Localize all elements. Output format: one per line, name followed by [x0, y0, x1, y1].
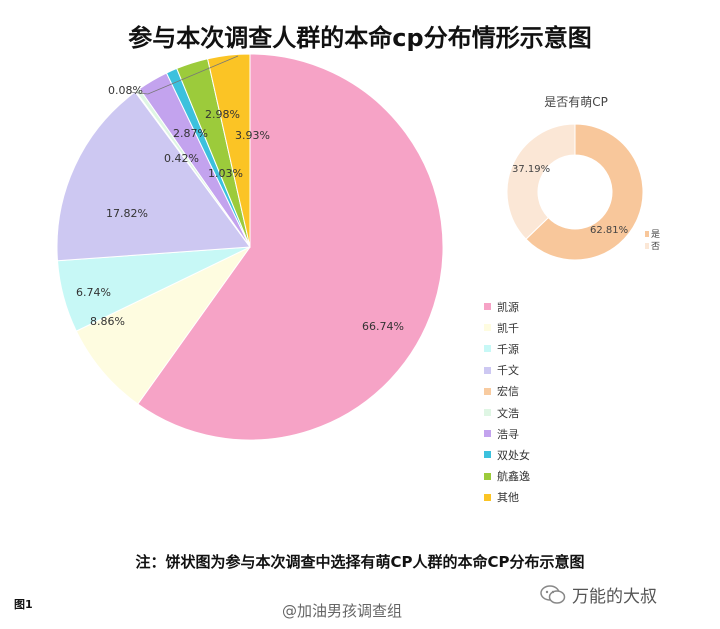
legend-item-2: 凯千 [484, 317, 530, 338]
legend-label: 千源 [497, 342, 519, 356]
legend-label: 凯千 [497, 321, 519, 335]
main-pie-chart: 66.74% 8.86% 6.74% 17.82% 0.08% 0.42% 2.87% 1.0… [56, 53, 444, 441]
figure-note: 注：饼状图为参与本次调查中选择有萌CP人群的本命CP分布示意图 [135, 553, 585, 571]
pie-slice-2 [75, 246, 251, 405]
legend-swatch [484, 451, 491, 459]
legend-label: 航鑫逸 [497, 470, 530, 484]
wechat-account-name: 万能的大叔 [572, 587, 657, 607]
weibo-watermark: @加油男孩调查组 [282, 602, 403, 620]
donut-label-2: 37.19% [512, 164, 550, 175]
legend-label: 宏信 [497, 385, 519, 399]
legend-label: 凯源 [497, 300, 519, 314]
legend-swatch [484, 472, 491, 480]
legend-swatch [484, 366, 491, 374]
legend-item-3: 千源 [484, 338, 530, 359]
pie-slice-4 [56, 91, 251, 262]
legend-label: 其他 [497, 491, 519, 505]
wechat-watermark: 万能的大叔 [540, 582, 657, 607]
chart-title: 参与本次调查人群的本命cp分布情形示意图 [128, 24, 592, 52]
legend-swatch [484, 430, 491, 438]
has-cp-donut-chart: 62.81% 37.19% 是否 [506, 123, 660, 261]
legend-label: 浩寻 [497, 427, 519, 441]
legend-item-8: 双处女 [484, 444, 530, 465]
pie-slice-10 [206, 53, 251, 248]
legend-swatch [484, 345, 491, 353]
donut-legend-label-2: 否 [651, 241, 660, 252]
wechat-icon [540, 584, 566, 604]
legend-swatch [484, 387, 491, 395]
slice-label-7: 2.87% [173, 127, 208, 140]
slice-label-1: 66.74% [362, 320, 404, 333]
slice-label-2: 8.86% [90, 315, 125, 328]
main-pie-legend: 凯源凯千千源千文宏信文浩浩寻双处女航鑫逸其他 [484, 296, 530, 508]
slice-label-4: 17.82% [106, 207, 148, 220]
figure-label: 图1 [14, 598, 33, 611]
legend-label: 文浩 [497, 406, 519, 420]
slice-label-9: 2.98% [205, 108, 240, 121]
pie-slice-1 [137, 53, 444, 441]
donut-legend-label-1: 是 [651, 229, 660, 240]
slice-label-5: 0.08% [108, 84, 143, 97]
legend-swatch [484, 324, 491, 332]
donut-slice-1 [525, 123, 644, 261]
donut-slice-2 [506, 123, 576, 240]
legend-item-9: 航鑫逸 [484, 466, 530, 487]
slice-label-3: 6.74% [76, 286, 111, 299]
slice-label-8: 1.03% [208, 167, 243, 180]
donut-label-1: 62.81% [590, 225, 628, 236]
donut-legend-swatch-2 [645, 243, 649, 249]
donut-title: 是否有萌CP [544, 95, 608, 109]
legend-label: 双处女 [497, 448, 530, 462]
legend-item-4: 千文 [484, 360, 530, 381]
leader-line [129, 55, 239, 95]
legend-item-1: 凯源 [484, 296, 530, 317]
slice-label-6: 0.42% [164, 152, 199, 165]
legend-item-5: 宏信 [484, 381, 530, 402]
slice-label-10: 3.93% [235, 129, 270, 142]
legend-label: 千文 [497, 364, 519, 378]
legend-item-6: 文浩 [484, 402, 530, 423]
legend-swatch [484, 493, 491, 501]
legend-swatch [484, 303, 491, 311]
legend-swatch [484, 409, 491, 417]
legend-item-7: 浩寻 [484, 423, 530, 444]
donut-legend-swatch-1 [645, 231, 649, 237]
legend-item-10: 其他 [484, 487, 530, 508]
